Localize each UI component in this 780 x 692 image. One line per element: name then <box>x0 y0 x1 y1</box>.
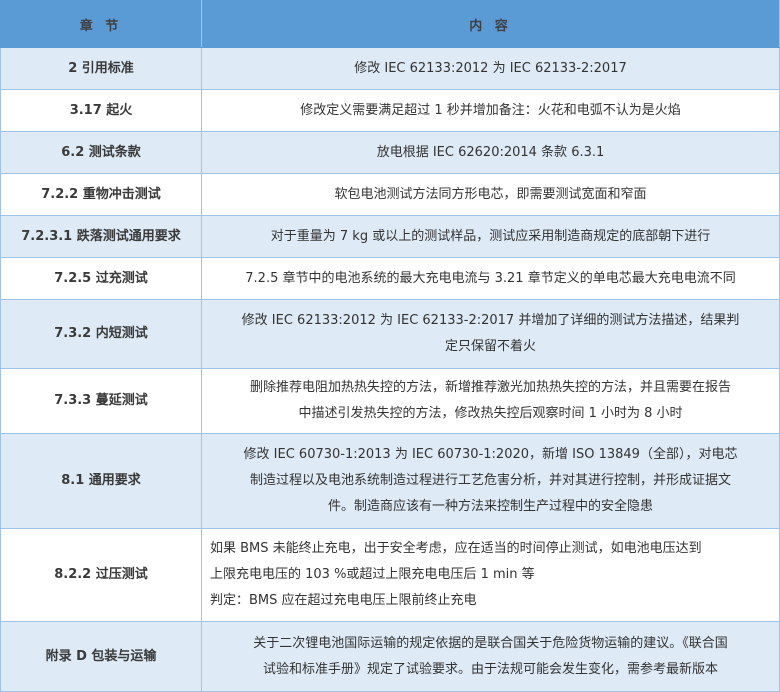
section-cell: 6.2 测试条款 <box>0 131 202 174</box>
content-cell: 对于重量为 7 kg 或以上的测试样品，测试应采用制造商规定的底部朝下进行 <box>201 215 780 258</box>
content-line: 7.2.5 章节中的电池系统的最大充电电流与 3.21 章节定义的单电芯最大充电… <box>245 270 736 286</box>
content-line: 修改 IEC 62133:2012 为 IEC 62133-2:2017 并增加… <box>241 313 740 328</box>
table-row: 7.2.5 过充测试 7.2.5 章节中的电池系统的最大充电电流与 3.21 章节… <box>0 257 780 300</box>
table-row: 2 引用标准 修改 IEC 62133:2012 为 IEC 62133-2:20… <box>0 47 780 90</box>
content-cell: 放电根据 IEC 62620:2014 条款 6.3.1 <box>201 131 780 174</box>
content-line: 删除推荐电阻加热热失控的方法，新增推荐激光加热热失控的方法，并且需要在报告 <box>249 380 731 395</box>
table-row: 6.2 测试条款 放电根据 IEC 62620:2014 条款 6.3.1 <box>0 131 780 174</box>
section-cell: 7.3.3 蔓延测试 <box>0 368 202 434</box>
section-cell: 8.1 通用要求 <box>0 433 202 529</box>
content-line: 试验和标准手册》规定了试验要求。由于法规可能会发生变化，需参考最新版本 <box>262 661 718 677</box>
content-line: 中描述引发热失控的方法，修改热失控后观察时间 1 小时为 8 小时 <box>298 406 683 421</box>
content-line: 修改定义需要满足超过 1 秒并增加备注：火花和电弧不认为是火焰 <box>300 102 681 118</box>
section-cell: 8.2.2 过压测试 <box>0 528 202 622</box>
content-line: 软包电池测试方法同方形电芯，即需要测试宽面和窄面 <box>334 186 647 202</box>
content-line: 上限充电电压的 103 %或超过上限充电电压后 1 min 等 <box>210 567 535 582</box>
content-cell: 软包电池测试方法同方形电芯，即需要测试宽面和窄面 <box>201 173 780 216</box>
section-cell: 2 引用标准 <box>0 47 202 90</box>
content-line: 修改 IEC 60730-1:2013 为 IEC 60730-1:2020，新… <box>243 447 738 462</box>
table-row: 附录 D 包装与运输 关于二次锂电池国际运输的规定依据的是联合国关于危险货物运输的… <box>0 621 780 692</box>
content-line: 件。制造商应该有一种方法来控制生产过程中的安全隐患 <box>327 499 653 514</box>
content-line: 关于二次锂电池国际运输的规定依据的是联合国关于危险货物运输的建议。《联合国 <box>253 635 728 651</box>
table-row: 7.2.3.1 跌落测试通用要求 对于重量为 7 kg 或以上的测试样品，测试应采… <box>0 215 780 258</box>
content-line: 放电根据 IEC 62620:2014 条款 6.3.1 <box>376 144 605 160</box>
header-section: 章 节 <box>0 0 202 48</box>
section-cell: 附录 D 包装与运输 <box>0 621 202 692</box>
table-row: 7.2.2 重物冲击测试 软包电池测试方法同方形电芯，即需要测试宽面和窄面 <box>0 173 780 216</box>
table-row: 8.1 通用要求 修改 IEC 60730-1:2013 为 IEC 60730-… <box>0 433 780 529</box>
table-row: 8.2.2 过压测试 如果 BMS 未能终止充电，出于安全考虑，应在适当的时间停止… <box>0 528 780 622</box>
section-cell: 7.3.2 内短测试 <box>0 299 202 369</box>
table-row: 7.3.2 内短测试 修改 IEC 62133:2012 为 IEC 62133-… <box>0 299 780 369</box>
section-cell: 7.2.2 重物冲击测试 <box>0 173 202 216</box>
content-line: 如果 BMS 未能终止充电，出于安全考虑，应在适当的时间停止测试，如电池电压达到 <box>210 541 702 556</box>
content-cell: 删除推荐电阻加热热失控的方法，新增推荐激光加热热失控的方法，并且需要在报告 中描述… <box>201 368 780 434</box>
content-cell: 关于二次锂电池国际运输的规定依据的是联合国关于危险货物运输的建议。《联合国 试验和… <box>201 621 780 692</box>
content-cell: 修改 IEC 62133:2012 为 IEC 62133-2:2017 <box>201 47 780 90</box>
section-cell: 7.2.3.1 跌落测试通用要求 <box>0 215 202 258</box>
content-line: 判定：BMS 应在超过充电电压上限前终止充电 <box>210 593 477 608</box>
content-cell: 修改定义需要满足超过 1 秒并增加备注：火花和电弧不认为是火焰 <box>201 89 780 132</box>
content-line: 修改 IEC 62133:2012 为 IEC 62133-2:2017 <box>354 60 627 76</box>
content-line: 定只保留不着火 <box>444 339 536 354</box>
content-cell: 7.2.5 章节中的电池系统的最大充电电流与 3.21 章节定义的单电芯最大充电… <box>201 257 780 300</box>
content-cell: 修改 IEC 60730-1:2013 为 IEC 60730-1:2020，新… <box>201 433 780 529</box>
section-cell: 7.2.5 过充测试 <box>0 257 202 300</box>
section-cell: 3.17 起火 <box>0 89 202 132</box>
content-cell: 如果 BMS 未能终止充电，出于安全考虑，应在适当的时间停止测试，如电池电压达到… <box>201 528 780 622</box>
table-row: 3.17 起火 修改定义需要满足超过 1 秒并增加备注：火花和电弧不认为是火焰 <box>0 89 780 132</box>
table-row: 7.3.3 蔓延测试 删除推荐电阻加热热失控的方法，新增推荐激光加热热失控的方法，… <box>0 368 780 434</box>
content-line: 制造过程以及电池系统制造过程进行工艺危害分析，并对其进行控制，并形成证据文 <box>249 473 731 488</box>
table-header-row: 章 节 内 容 <box>0 0 780 48</box>
content-line: 对于重量为 7 kg 或以上的测试样品，测试应采用制造商规定的底部朝下进行 <box>270 228 711 244</box>
content-cell: 修改 IEC 62133:2012 为 IEC 62133-2:2017 并增加… <box>201 299 780 369</box>
header-content: 内 容 <box>201 0 780 48</box>
